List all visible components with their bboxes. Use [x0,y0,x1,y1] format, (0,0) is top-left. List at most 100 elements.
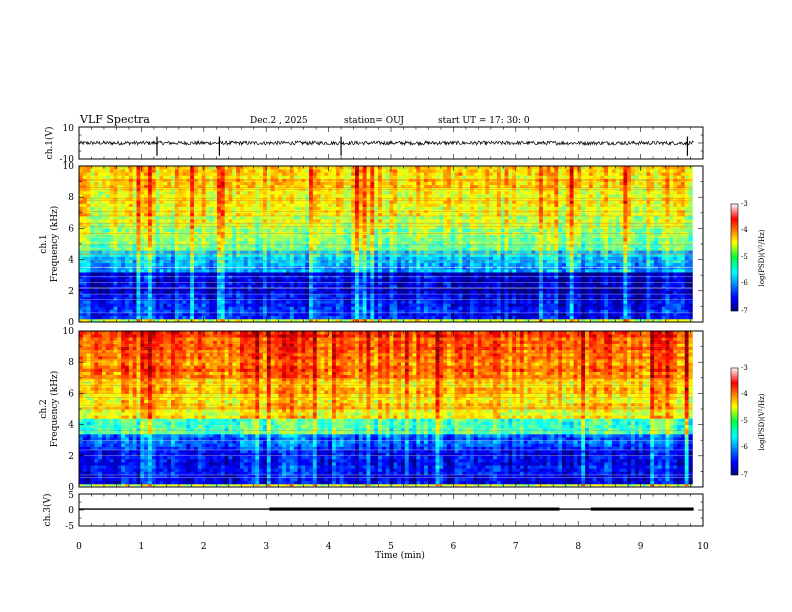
spectrogram-cell [255,259,260,264]
spectrogram-cell [454,237,459,242]
spectrogram-cell [435,306,440,310]
spectrogram-cell [79,234,84,239]
spectrogram-cell [535,306,540,310]
spectrogram-cell [554,253,559,257]
spectrogram-cell [136,262,141,267]
spectrogram-cell [301,240,306,245]
spectrogram-cell [370,247,375,251]
spectrogram-cell [251,272,256,276]
spectrogram-cell [182,228,187,232]
spectrogram-cell [500,297,505,301]
spectrogram-cell [347,240,352,245]
spectrogram-cell [619,231,624,235]
spectrogram-cell [98,303,103,307]
spectrogram-cell [240,293,245,298]
spectrogram-cell [512,234,517,239]
spectrogram-cell [171,303,176,307]
spectrogram-cell [654,315,659,320]
spectrogram-cell [159,300,164,304]
spectrogram-cell [623,309,628,313]
spectrogram-cell [347,303,352,307]
spectrogram-cell [627,312,632,317]
spectrogram-cell [661,306,666,310]
spectrogram-cell [542,312,548,317]
spectrogram-cell [113,284,118,289]
spectrogram-cell [462,278,467,282]
spectrogram-cell [94,231,99,235]
spectrogram-cell [301,262,306,267]
spectrogram-cell [255,312,260,317]
spectrogram-cell [79,290,84,295]
spectrogram-cell [358,306,364,310]
spectrogram-cell [148,275,153,279]
spectrogram-cell [615,290,620,295]
spectrogram-cell [94,256,99,260]
spectrogram-cell [500,275,505,279]
spectrogram-cell [577,287,582,292]
spectrogram-cell [657,268,663,273]
spectrogram-cell [458,275,463,279]
spectrogram-cell [565,300,571,304]
spectrogram-cell [554,306,559,310]
spectrogram-cell [132,315,137,320]
spectrogram-cell [535,309,540,313]
spectrogram-cell [370,278,375,282]
spectrogram-cell [297,312,302,317]
spectrogram-cell [128,290,134,295]
spectrogram-cell [504,244,509,248]
spectrogram-cell [562,281,567,285]
spectrogram-cell [646,240,651,245]
spectrogram-cell [366,244,371,248]
spectrogram-cell [378,268,383,273]
spectrogram-cell [638,231,643,235]
spectrogram-cell [412,309,417,313]
spectrogram-cell [412,281,417,285]
spectrogram-cell [90,259,95,264]
spectrogram-cell [450,240,456,245]
spectrogram-cell [588,262,594,267]
spectrogram-cell [385,244,390,248]
spectrogram-cell [355,287,360,292]
spectrogram-cell [558,244,563,248]
spectrogram-cell [569,256,574,260]
spectrogram-cell [355,262,360,267]
spectrogram-cell [585,318,590,322]
spectrogram-cell [220,303,226,307]
spectrogram-cell [289,250,295,254]
spectrogram-cell [178,306,183,310]
spectrogram-cell [232,259,237,264]
spectrogram-cell [416,234,421,239]
spectrogram-cell [255,293,260,298]
spectrogram-cell [351,244,356,248]
spectrogram-cell [148,297,153,301]
spectrogram-cell [86,262,91,267]
spectrogram-cell [236,244,241,248]
spectrogram-cell [435,293,440,298]
spectrogram-cell [128,253,134,257]
spectrogram-cell [481,312,486,317]
spectrogram-cell [132,247,137,251]
spectrogram-cell [140,293,145,298]
spectrogram-cell [650,300,655,304]
spectrogram-cell [148,312,153,317]
spectrogram-cell [592,259,597,264]
spectrogram-cell [190,228,195,232]
spectrogram-cell [102,272,107,276]
spectrogram-cell [535,300,540,304]
spectrogram-cell [424,297,429,301]
spectrogram-cell [320,247,325,251]
spectrogram-cell [366,281,371,285]
spectrogram-cell [151,237,157,242]
spectrogram-cell [646,284,651,289]
spectrogram-cell [274,247,279,251]
spectrogram-cell [496,272,502,276]
spectrogram-cell [562,290,567,295]
spectrogram-cell [631,231,636,235]
spectrogram-cell [320,259,325,264]
spectrogram-cell [301,309,306,313]
spectrogram-cell [182,250,187,254]
spectrogram-cell [531,259,536,264]
spectrogram-cell [178,256,183,260]
spectrogram-cell [542,309,548,313]
